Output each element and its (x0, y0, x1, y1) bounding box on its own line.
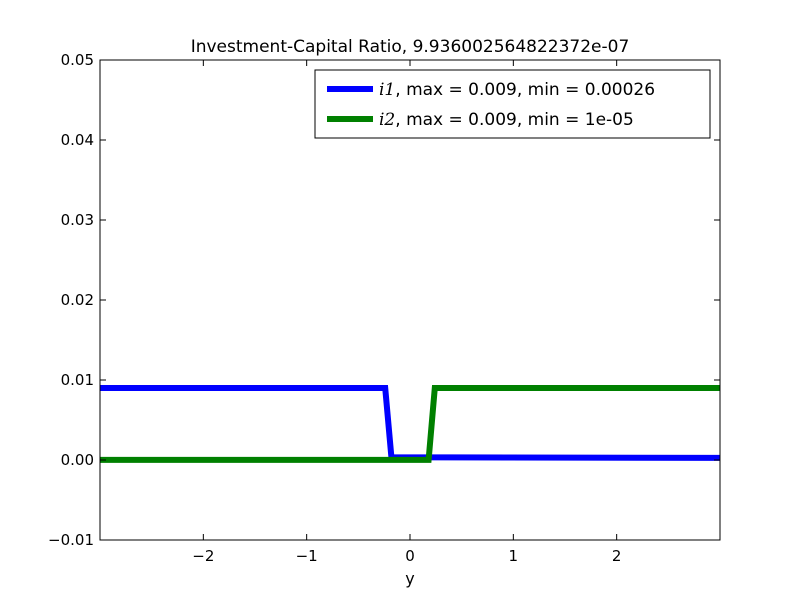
y-tick-label: −0.01 (48, 531, 94, 549)
y-tick-label: 0.02 (61, 291, 94, 309)
series-line-i1 (100, 385, 721, 461)
legend-entry-i2: i2, max = 0.009, min = 1e-05 (379, 110, 634, 130)
x-axis-label: y (405, 569, 414, 588)
x-tick-label: −2 (192, 547, 214, 565)
y-tick-label: 0.05 (61, 51, 94, 69)
x-tick-label: 0 (405, 547, 415, 565)
chart-title: Investment-Capital Ratio, 9.936002564822… (191, 37, 630, 57)
ticks-layer: −2 −1 0 1 2 −0.01 0.00 0.01 0.02 0.03 0.04 0.05 (48, 51, 720, 565)
y-tick-label: 0.03 (61, 211, 94, 229)
legend-entry-i2-text: , max = 0.009, min = 1e-05 (395, 110, 634, 130)
legend-entry-i1: i1, max = 0.009, min = 0.00026 (379, 80, 655, 100)
legend-entry-i2-symbol: i2 (379, 110, 395, 130)
legend-entry-i1-symbol: i1 (379, 80, 395, 100)
x-tick-label: 1 (509, 547, 519, 565)
x-tick-label: 2 (612, 547, 622, 565)
series-layer (100, 385, 721, 463)
legend-box (314, 69, 711, 139)
y-tick-label: 0.04 (61, 131, 94, 149)
legend: i1, max = 0.009, min = 0.00026 i2, max =… (314, 69, 711, 139)
x-tick-label: −1 (296, 547, 318, 565)
legend-entry-i1-text: , max = 0.009, min = 0.00026 (395, 80, 655, 100)
series-line-i2 (100, 385, 720, 463)
y-tick-label: 0.01 (61, 371, 94, 389)
y-tick-label: 0.00 (61, 451, 94, 469)
